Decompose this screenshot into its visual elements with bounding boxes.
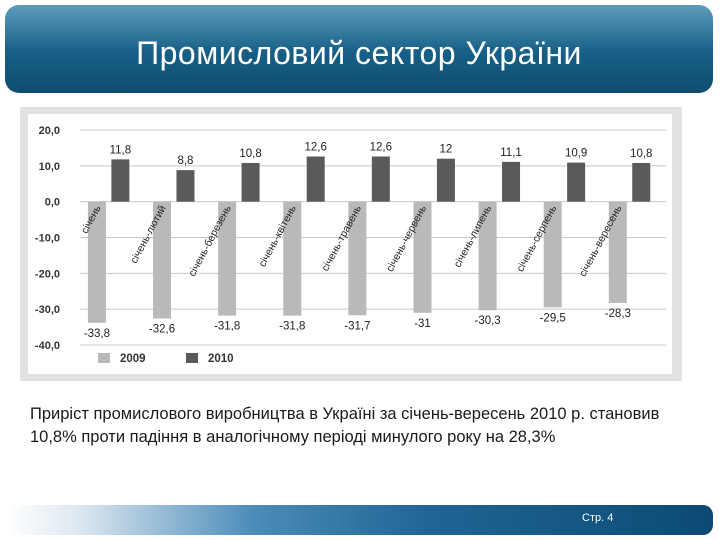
data-label-2010: 12,6 [305, 142, 327, 154]
footer-bar [5, 505, 713, 535]
chart-panel: 20,0 10,0 0,0 -10,0 -20,0 -30,0 -40,0 -33,8 11,8… [28, 114, 672, 374]
data-label-2009: -30,3 [474, 315, 500, 327]
slide-caption: Приріст промислового виробництва в Украї… [30, 405, 660, 446]
data-label-2010: 12,6 [370, 142, 392, 154]
bar-2010 [111, 159, 130, 202]
bar-2010 [436, 158, 455, 202]
data-label-2010: 12 [440, 144, 453, 156]
bar-2009 [348, 201, 367, 316]
data-label-2009: -31,7 [344, 320, 370, 332]
chart-frame: 20,0 10,0 0,0 -10,0 -20,0 -30,0 -40,0 -33,8 11,8… [20, 107, 682, 381]
data-label-2010: 8,8 [177, 155, 193, 167]
title-shine [5, 5, 713, 47]
bar-2010 [241, 162, 260, 202]
y-tick-label: 20,0 [39, 125, 60, 137]
bar-2009 [87, 201, 106, 323]
bar-2010 [176, 170, 195, 202]
bar-2009 [543, 201, 562, 308]
bar-2009 [608, 201, 627, 304]
bar-2010 [567, 162, 586, 202]
bar-2010 [306, 156, 325, 202]
bar-2010 [371, 156, 390, 202]
legend-swatch-2010 [186, 353, 198, 363]
y-tick-label: -20,0 [35, 268, 60, 280]
bar-2009 [478, 201, 497, 311]
data-label-2010: 11,8 [110, 144, 132, 156]
y-tick-label: -10,0 [35, 233, 60, 245]
title-bar: Промисловий сектор України [5, 5, 713, 93]
bar-chart: 20,0 10,0 0,0 -10,0 -20,0 -30,0 -40,0 -33,8 11,8… [35, 125, 666, 365]
page-number: Стр. 4 [582, 512, 614, 524]
bar-2009 [218, 201, 237, 316]
data-label-2009: -31,8 [214, 321, 240, 333]
data-label-2009: -31,8 [279, 321, 305, 333]
legend-label-2010: 2010 [208, 353, 234, 365]
bar-2009 [413, 201, 432, 313]
legend-label-2009: 2009 [120, 353, 146, 365]
legend-swatch-2009 [98, 353, 110, 363]
slide-title: Промисловий сектор України [136, 35, 582, 71]
data-label-2009: -32,6 [149, 323, 175, 335]
bar-2009 [283, 201, 302, 316]
bar-2010 [632, 162, 651, 202]
data-label-2009: -28,3 [605, 308, 631, 320]
data-label-2010: 10,8 [630, 148, 652, 160]
y-tick-label: -40,0 [35, 340, 60, 352]
y-tick-label: 10,0 [39, 161, 60, 173]
y-tick-label: -30,0 [35, 304, 60, 316]
bar-2009 [153, 201, 172, 319]
data-label-2010: 10,8 [239, 148, 261, 160]
data-label-2010: 10,9 [565, 148, 587, 160]
data-label-2010: 11,1 [500, 147, 522, 159]
bar-2010 [502, 161, 521, 202]
y-tick-label: 0,0 [45, 197, 60, 209]
data-label-2009: -33,8 [84, 328, 110, 340]
data-label-2009: -29,5 [540, 312, 566, 324]
data-label-2009: -31 [414, 318, 431, 330]
